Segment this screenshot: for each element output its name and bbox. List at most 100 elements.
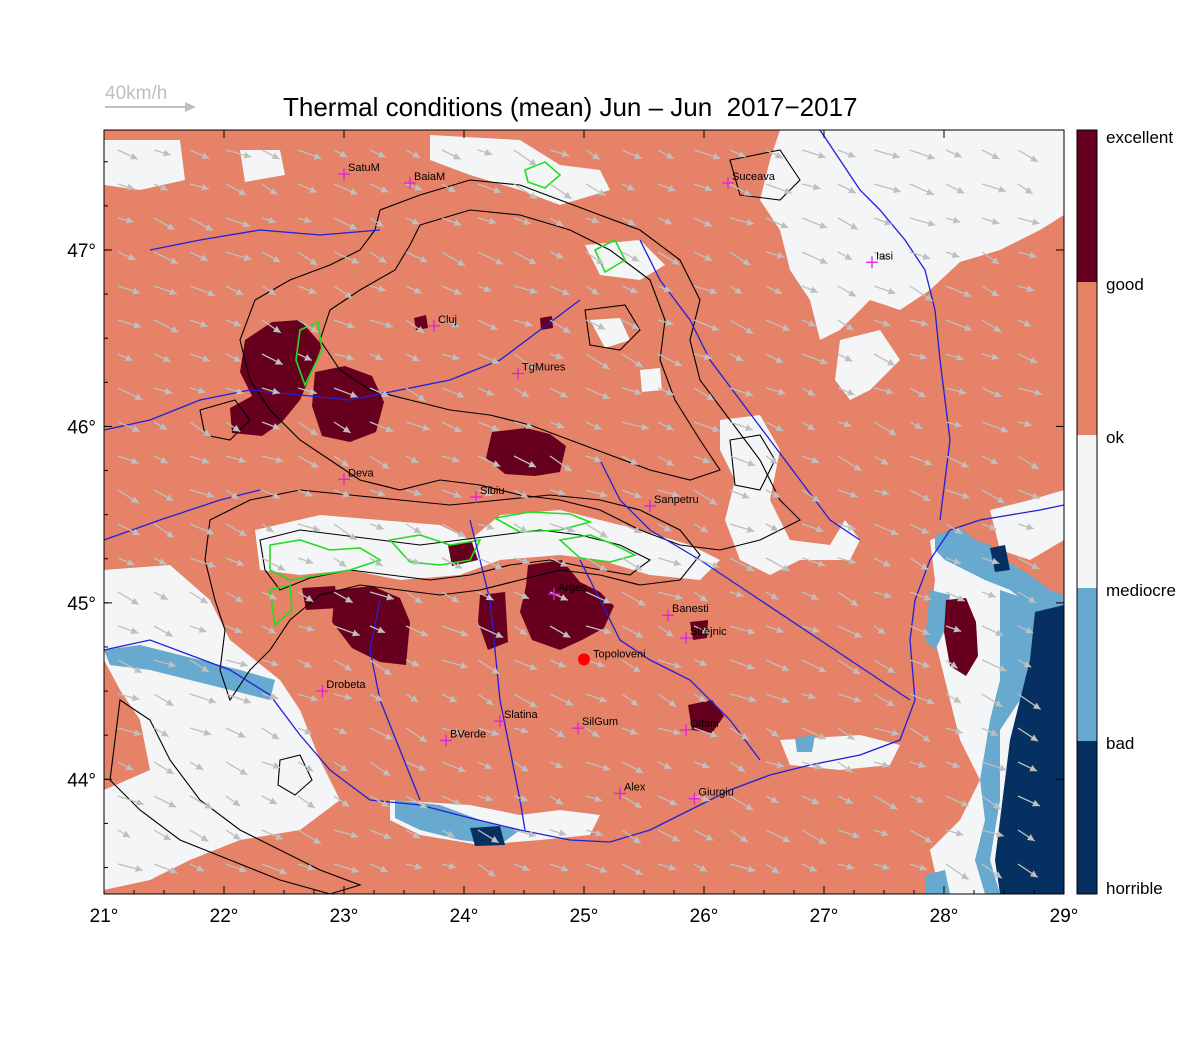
wind-arrow-head [927, 153, 935, 160]
wind-arrow [153, 421, 168, 431]
wind-arrow-head [237, 731, 246, 738]
wind-arrow-head [201, 183, 210, 191]
wind-arrow [549, 319, 572, 334]
wind-arrow-head [854, 631, 863, 638]
wind-arrow-head [674, 359, 682, 366]
wind-arrow-head [1029, 870, 1038, 878]
wind-arrow [765, 387, 786, 396]
wind-arrow-head [491, 357, 500, 364]
wind-arrow-head [705, 834, 714, 841]
wind-arrow [117, 693, 140, 702]
wind-arrow-head [200, 254, 208, 261]
wind-arrow-head [529, 192, 538, 199]
wind-arrow [585, 353, 610, 370]
wind-arrow [909, 863, 928, 871]
wind-arrow [513, 319, 533, 327]
city-label: BVerde [450, 728, 486, 740]
wind-arrow [405, 149, 421, 159]
wind-arrow [837, 591, 859, 607]
wind-arrow [981, 659, 1007, 672]
wind-arrow [729, 863, 756, 873]
green-contour-north-1 [524, 161, 562, 189]
wind-arrow [549, 727, 566, 738]
wind-arrow-head [490, 836, 499, 843]
wind-arrow [801, 557, 826, 567]
wind-arrow-head [818, 837, 826, 844]
wind-arrow [837, 149, 856, 158]
wind-arrow [621, 387, 643, 396]
wind-arrow [117, 319, 142, 329]
wind-arrow-head [519, 525, 528, 533]
wind-arrow [837, 727, 856, 741]
lon-tick-label: 21° [90, 906, 119, 927]
colorbar-label-excellent: excellent [1106, 128, 1173, 147]
wind-arrow-head [844, 765, 853, 773]
wind-arrow-head [449, 695, 457, 703]
wind-arrow [801, 489, 821, 503]
wind-arrow-head [304, 354, 312, 361]
wind-arrow-head [887, 287, 896, 295]
wind-arrow [765, 523, 779, 532]
wind-arrow-head [520, 491, 529, 499]
wind-arrow-head [702, 456, 711, 464]
wind-arrow-head [528, 158, 537, 166]
wind-arrow [513, 693, 538, 708]
wind-arrow [549, 455, 573, 472]
wind-arrow [297, 353, 313, 362]
wind-arrow-head [377, 285, 386, 292]
wind-arrow [549, 285, 571, 296]
wind-arrow-head [775, 424, 784, 432]
wind-arrow [729, 319, 754, 335]
city-silgum: SilGum [572, 716, 618, 735]
wind-arrow-head [130, 496, 139, 504]
city-label: Drobeta [326, 679, 366, 691]
wind-arrow-head [493, 186, 502, 194]
wind-arrow [621, 659, 642, 673]
wind-arrow [945, 251, 960, 258]
wind-arrow-head [384, 733, 393, 740]
wind-arrow-head [135, 865, 143, 873]
wind-arrow-head [922, 661, 930, 668]
wind-arrow-head [352, 629, 360, 637]
wind-arrow [621, 319, 640, 330]
wind-arrow [405, 659, 420, 667]
wind-arrow-head [524, 320, 533, 327]
wind-arrow-head [747, 865, 756, 873]
wind-arrow [765, 863, 780, 874]
wind-arrow [765, 421, 784, 432]
wind-arrow-head [306, 801, 315, 808]
wind-arrow [1017, 489, 1040, 500]
wind-arrow [909, 625, 931, 636]
wind-arrow [441, 761, 466, 773]
wind-arrow [621, 727, 639, 735]
wind-arrow [729, 455, 756, 467]
wind-scale: 40km/h [105, 83, 196, 112]
wind-arrow [189, 387, 206, 394]
wind-arrow-head [956, 353, 964, 361]
wind-arrow-head [243, 254, 252, 261]
wind-arrow-head [634, 152, 642, 160]
wind-arrow-head [848, 557, 857, 565]
wind-arrow-head [843, 420, 852, 428]
wind-arrow-head [665, 423, 674, 431]
wind-arrow-head [852, 667, 861, 675]
wind-arrow [405, 625, 429, 637]
wind-arrow [225, 523, 248, 537]
wind-arrow-head [701, 761, 710, 769]
wind-arrow-head [132, 425, 140, 432]
wind-arrow [945, 523, 963, 535]
wind-arrow-head [914, 422, 923, 429]
wind-arrow [765, 489, 781, 499]
wind-arrow [549, 625, 571, 639]
wind-arrow [477, 829, 500, 844]
wind-arrow-head [699, 659, 708, 666]
city-banesti: Banesti [662, 603, 709, 622]
wind-arrow [225, 285, 244, 296]
wind-arrow [765, 183, 792, 195]
wind-arrow-head [418, 764, 426, 771]
wind-arrow [477, 387, 495, 396]
city-tgmures: TgMures [512, 361, 566, 380]
wind-arrow [261, 455, 284, 464]
wind-arrow-head [593, 455, 602, 463]
wind-arrow [513, 353, 536, 370]
